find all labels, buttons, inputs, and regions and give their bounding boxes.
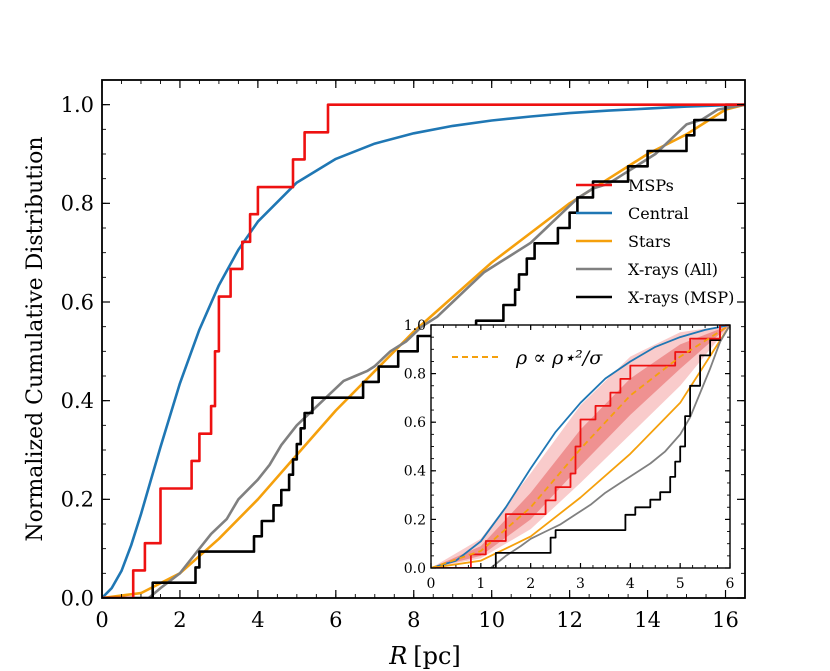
inset-y-tick-label: 0.2 [404, 512, 426, 528]
inset-y-tick-label: 0.4 [404, 464, 426, 480]
inset-legend-label: ρ ∝ ρ⋆²/σ [515, 347, 603, 369]
x-axis-label: R [pc] [388, 642, 461, 670]
legend-label-x-rays-all: X-rays (All) [628, 260, 718, 279]
main-y-tick-label: 1.0 [61, 93, 94, 117]
main-x-tick-label: 16 [712, 608, 739, 632]
series-line-stars [431, 325, 730, 568]
inset-x-tick-label: 1 [476, 576, 485, 592]
main-x-tick-label: 2 [173, 608, 186, 632]
main-frame [101, 79, 746, 599]
series-line-central [431, 325, 730, 568]
inset-y-tick-label: 0.6 [404, 415, 426, 431]
main-y-tick-label: 0.4 [61, 389, 94, 413]
inset-y-tick-label: 0.0 [404, 561, 426, 577]
main-y-tick-label: 0.2 [61, 488, 94, 512]
legend-label-x-rays-msp: X-rays (MSP) [628, 288, 734, 307]
legend-label-msps: MSPs [628, 176, 674, 195]
legend-label-central: Central [628, 204, 689, 223]
main-x-tick-label: 8 [407, 608, 420, 632]
main-y-tick-label: 0.8 [61, 192, 94, 216]
main-y-tick-label: 0.6 [61, 290, 94, 314]
series-line-central [102, 103, 745, 598]
series-line-msps [102, 103, 745, 598]
main-y-tick-label: 0.0 [61, 586, 94, 610]
legend: MSPs Central Stars X-rays (All) X-rays (MSP) [576, 176, 734, 307]
inset-x-tick-label: 2 [526, 576, 535, 592]
series-line-msps [431, 325, 730, 568]
x-axis-label-variable: R [388, 642, 407, 670]
series-line-x-rays-all [490, 325, 730, 568]
series-line- [431, 325, 730, 568]
main-plot-area [102, 103, 745, 598]
inset-x-tick-label: 5 [676, 576, 685, 592]
inset-y-tick-label: 0.8 [404, 367, 426, 383]
inset-chart: 0 1 2 3 4 5 6 0.0 0.2 0.4 0.6 0.8 1.0 ρ ∝ ρ⋆²/σ [404, 318, 735, 592]
main-axes: 0 2 4 6 8 10 12 14 160.00.20.40.60.81.0 [61, 79, 746, 632]
inset-x-tick-label: 0 [427, 576, 436, 592]
main-x-tick-label: 0 [95, 608, 108, 632]
y-axis-label: Normalized Cumulative Distribution [23, 136, 48, 541]
series-line-x-rays-msp [102, 103, 745, 598]
x-axis-label-unit: [pc] [413, 642, 461, 670]
series-line-x-rays-all [147, 103, 745, 598]
series-line-x-rays-msp [431, 325, 730, 568]
main-x-tick-label: 12 [556, 608, 583, 632]
legend-label-stars: Stars [628, 232, 671, 251]
inset-axes: 0 1 2 3 4 5 6 0.0 0.2 0.4 0.6 0.8 1.0 [404, 318, 735, 592]
inset-plot-area [431, 325, 730, 568]
inset-x-tick-label: 6 [726, 576, 735, 592]
main-x-tick-label: 10 [478, 608, 505, 632]
main-x-tick-label: 6 [329, 608, 342, 632]
main-x-tick-label: 14 [634, 608, 661, 632]
inset-x-tick-label: 4 [626, 576, 635, 592]
inset-x-tick-label: 3 [576, 576, 585, 592]
main-x-tick-label: 4 [251, 608, 264, 632]
inset-y-tick-label: 1.0 [404, 318, 426, 334]
